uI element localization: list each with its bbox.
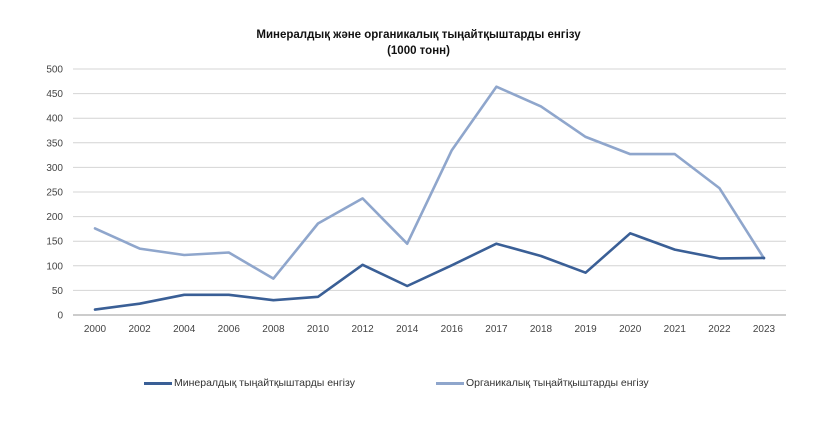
y-tick-label: 450 <box>46 89 63 100</box>
chart-title-block: Минералдық және органикалық тыңайтқыштар… <box>0 27 837 59</box>
legend-label-organic: Органикалық тыңайтқыштарды енгізу <box>466 377 649 389</box>
gridlines <box>73 68 786 316</box>
x-tick-label: 2016 <box>441 324 464 335</box>
legend-swatch-organic <box>436 381 464 385</box>
x-axis-ticks: 2000 2002 2004 2006 2008 2010 2012 2014 2016 2017… <box>84 324 776 335</box>
x-tick-label: 2006 <box>218 324 241 335</box>
legend-label-mineral: Минералдық тыңайтқыштарды енгізу <box>174 377 355 389</box>
y-tick-label: 150 <box>46 237 63 248</box>
series-line-organic <box>93 85 766 280</box>
x-tick-label: 2004 <box>173 324 196 335</box>
x-tick-label: 2014 <box>396 324 419 335</box>
x-tick-label: 2018 <box>530 324 553 335</box>
legend-item-mineral: Минералдық тыңайтқыштарды енгізу <box>144 377 355 389</box>
y-tick-label: 50 <box>52 286 64 297</box>
chart-title: Минералдық және органикалық тыңайтқыштар… <box>256 29 581 41</box>
x-tick-label: 2022 <box>708 324 731 335</box>
x-tick-label: 2019 <box>574 324 597 335</box>
series-lines <box>93 85 766 311</box>
x-tick-label: 2008 <box>262 324 285 335</box>
legend-item-organic: Органикалық тыңайтқыштарды енгізу <box>436 377 649 389</box>
x-tick-label: 2012 <box>351 324 374 335</box>
legend-swatch-mineral <box>144 381 172 385</box>
x-tick-label: 2002 <box>128 324 151 335</box>
y-tick-label: 250 <box>46 188 63 199</box>
x-tick-label: 2020 <box>619 324 642 335</box>
y-tick-label: 0 <box>57 311 63 322</box>
x-tick-label: 2000 <box>84 324 107 335</box>
y-tick-label: 400 <box>46 114 63 125</box>
x-tick-label: 2017 <box>485 324 508 335</box>
chart-subtitle: (1000 тонн) <box>387 45 450 57</box>
series-line-mineral <box>93 232 766 311</box>
y-tick-label: 500 <box>46 65 63 76</box>
x-tick-label: 2010 <box>307 324 330 335</box>
y-tick-label: 350 <box>46 138 63 149</box>
x-tick-label: 2021 <box>664 324 687 335</box>
y-tick-label: 200 <box>46 212 63 223</box>
y-axis-ticks: 0 50 100 150 200 250 300 350 400 450 500 <box>46 65 63 322</box>
y-tick-label: 100 <box>46 261 63 272</box>
y-tick-label: 300 <box>46 163 63 174</box>
x-tick-label: 2023 <box>753 324 776 335</box>
